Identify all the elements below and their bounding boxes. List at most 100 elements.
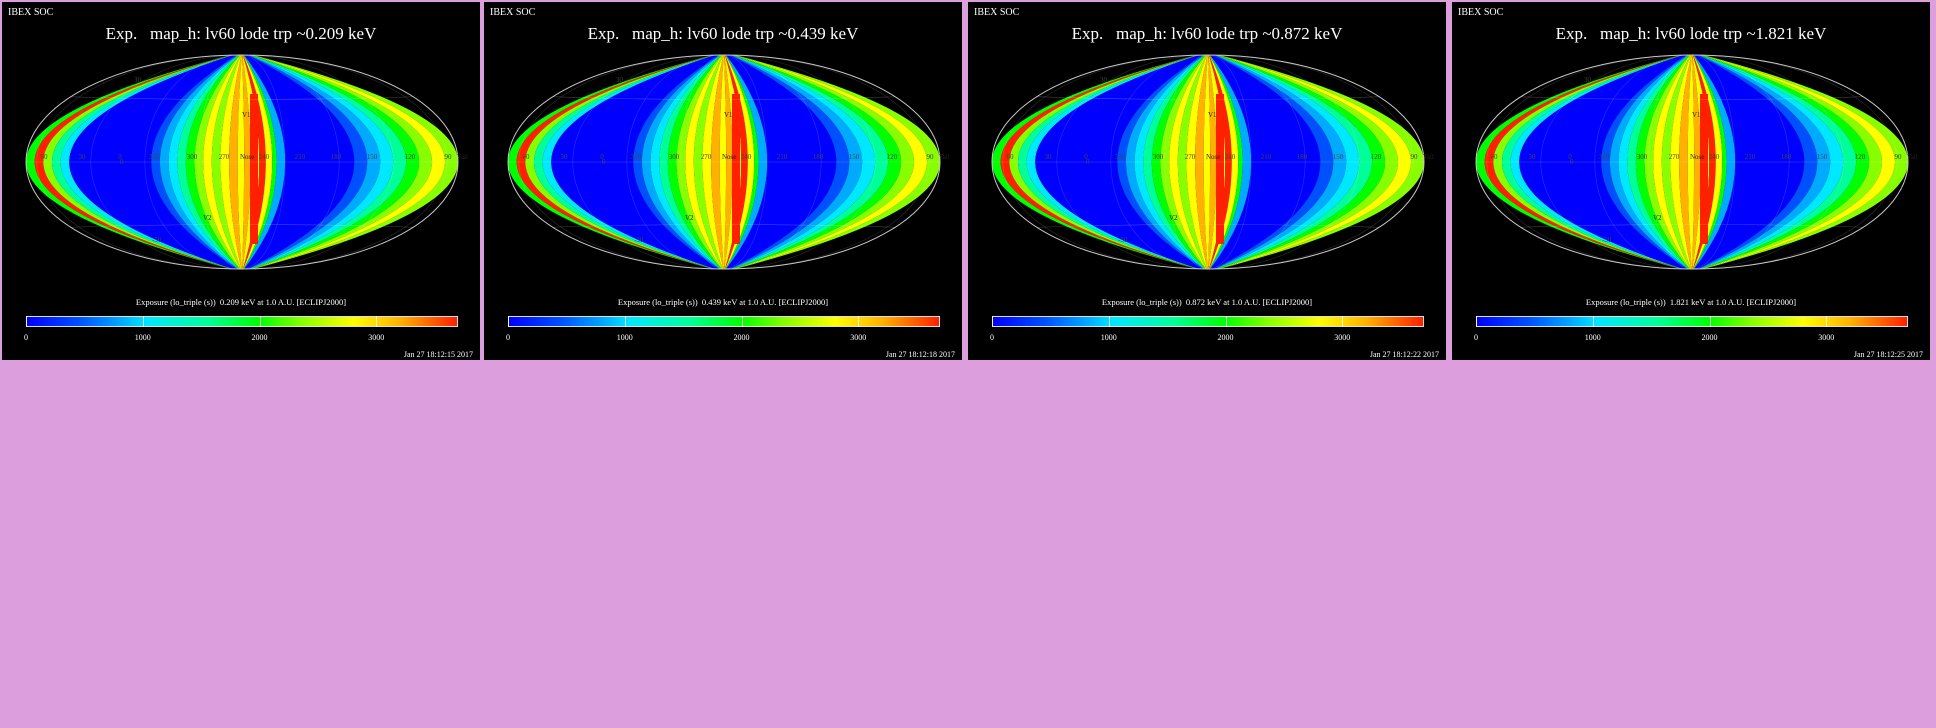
exposure-band [1698,55,1831,269]
exposure-band [1160,55,1207,269]
exposure-map-panel: IBEX SOC Exp. map_h: lv60 lode trp ~1.821… [1452,2,1930,360]
nose-marker: Nose [1690,153,1704,161]
latitude-label: 30 [1100,76,1108,84]
exposure-band [34,55,233,269]
longitude-label: 120 [405,153,416,161]
exposure-band [1009,55,1199,269]
longitude-label: 330 [1115,153,1126,161]
colorbar-label: Exposure (lo_triple (s)) 1.821 keV at 1.… [1585,297,1797,307]
exposure-band [1700,55,1883,269]
tail-marker: Tail [939,153,950,161]
longitude-label: 150 [367,153,378,161]
v1-marker: V1 [724,111,733,119]
longitude-label: 0 [118,153,122,161]
exposure-band [151,55,238,269]
latitude-label: 0 [1570,158,1574,166]
colorbar-tick-label: 3000 [1818,333,1835,342]
longitude-label: 30 [79,153,87,161]
exposure-band [719,55,727,269]
exposure-band [725,55,755,269]
graticule-line [992,94,1424,100]
exposure-band [1209,55,1239,269]
longitude-label: 180 [331,153,342,161]
exposure-band [248,55,394,269]
graticule-line [198,55,286,269]
exposure-band [1693,55,1736,269]
exposure-band [650,55,721,269]
exposure-band [1679,55,1692,269]
exposure-band [730,55,863,269]
exposure-band [1215,55,1373,269]
exposure-band [168,55,239,269]
exposure-band [1214,55,1360,269]
longitude-label: 30 [561,153,569,161]
exposure-band [1117,55,1204,269]
graticule-line [680,55,768,269]
exposure-band [242,55,266,269]
exposure-band [685,55,723,269]
longitude-label: 300 [1637,153,1648,161]
exposure-band [159,55,239,269]
exposure-band [1035,55,1204,269]
exposure-band [250,55,433,269]
exposure-band [1601,55,1688,269]
colorbar-tick-label: 2000 [1217,333,1234,342]
exposure-band [243,55,273,269]
colorbar-tickmark [1476,316,1477,327]
graticule-line [1002,55,1414,269]
v2-marker: V2 [203,214,212,222]
v1-marker: V1 [1208,111,1217,119]
exposure-band [732,55,902,269]
sky-map: 60 30 0 330 300 270 240 210 180 150 120 90300-30V1V… [1475,54,1918,270]
exposure-band [1209,55,1252,269]
timestamp: Jan 27 18:12:15 2017 [403,350,473,359]
longitude-label: 330 [631,153,642,161]
exposure-band [724,55,748,269]
longitude-label: 150 [1817,153,1828,161]
exposure-band [551,55,720,269]
longitude-label: 330 [1599,153,1610,161]
exposure-band [1702,55,1908,269]
longitude-label: 240 [1225,153,1236,161]
colorbar-tick-label: 0 [506,333,510,342]
colorbar-tickmark [142,316,144,327]
exposure-band [542,55,716,269]
exposure-band [1476,55,1682,269]
graticule-line [1056,55,1360,269]
exposure-band [533,55,715,269]
soc-label: IBEX SOC [8,7,54,18]
colorbar [1476,316,1908,327]
colorbar-tickmark [1592,316,1594,327]
latitude-label: -30 [152,236,162,244]
exposure-band [1125,55,1205,269]
exposure-band [725,55,768,269]
latitude-label: 0 [120,158,124,166]
colorbar-tickmark [741,316,743,327]
exposure-band [1627,55,1690,269]
map-outline [1475,54,1909,270]
exposure-band [69,55,238,269]
colorbar-tickmark [1826,316,1828,327]
colorbar-label: Exposure (lo_triple (s)) 0.209 keV at 1.… [135,297,347,307]
longitude-label: 300 [1153,153,1164,161]
exposure-band [1216,94,1224,244]
exposure-band [733,55,928,269]
exposure-band [1653,55,1691,269]
colorbar [26,316,458,327]
longitude-label: 0 [600,153,604,161]
longitude-label: 90 [1411,153,1419,161]
map-outline [991,54,1425,270]
exposure-map-panel: IBEX SOC Exp. map_h: lv60 lode trp ~0.209… [2,2,480,360]
v2-marker: V2 [1169,214,1178,222]
latitude-label: 30 [1584,76,1592,84]
chart-title: Exp. map_h: lv60 lode trp ~0.439 keV [587,24,859,43]
exposure-band [1519,55,1688,269]
exposure-band [60,55,234,269]
graticule-line [572,55,876,269]
exposure-band [516,55,715,269]
longitude-label: 180 [1297,153,1308,161]
exposure-band [251,55,446,269]
longitude-label: 30 [1529,153,1537,161]
nose-marker: Nose [240,153,254,161]
exposure-band [252,55,458,269]
